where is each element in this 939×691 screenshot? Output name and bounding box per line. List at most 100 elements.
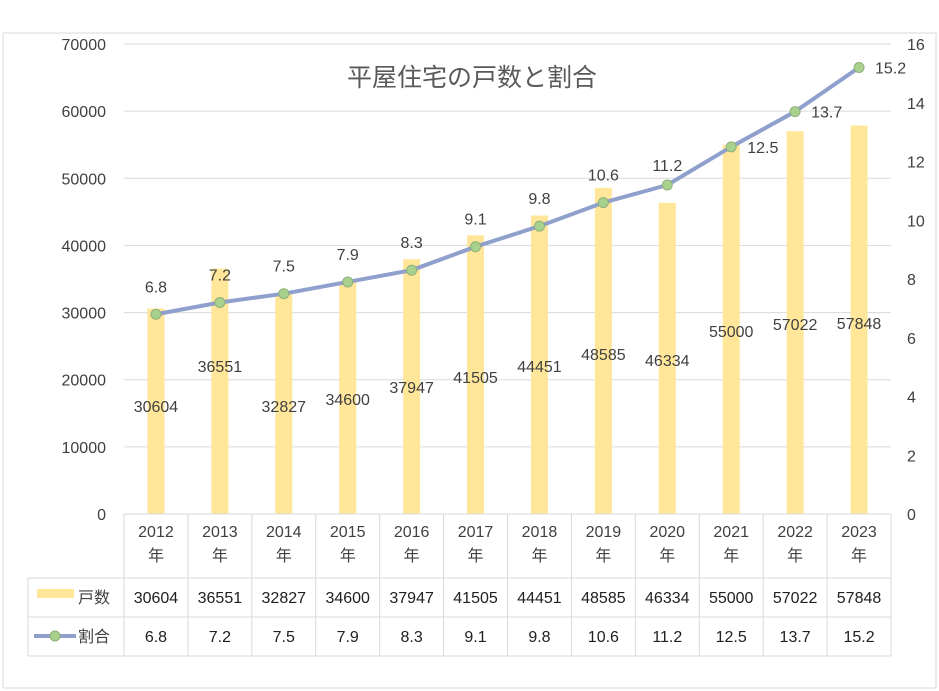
category-unit-label: 年 xyxy=(212,547,228,565)
bar-value-label: 57848 xyxy=(837,316,882,333)
table-count-cell: 57848 xyxy=(837,590,882,607)
line-value-label: 7.2 xyxy=(209,268,231,285)
line-value-label: 7.9 xyxy=(337,247,359,264)
line-value-label: 11.2 xyxy=(652,158,682,175)
bar xyxy=(850,125,868,514)
legend-line-marker xyxy=(49,630,61,642)
line-series xyxy=(150,62,865,320)
bar xyxy=(786,131,804,514)
table-ratio-cell: 12.5 xyxy=(716,629,747,646)
bar-value-label: 55000 xyxy=(709,324,754,341)
category-unit-label: 年 xyxy=(659,547,675,565)
bar xyxy=(722,144,740,514)
y-right-tick-label: 0 xyxy=(907,507,916,524)
y-right-tick-label: 2 xyxy=(907,448,916,465)
table-count-cell: 41505 xyxy=(453,590,498,607)
table-count-cell: 44451 xyxy=(517,590,562,607)
category-year-label: 2019 xyxy=(586,524,622,541)
category-year-label: 2020 xyxy=(649,524,685,541)
bar xyxy=(530,215,548,515)
bar-value-label: 30604 xyxy=(134,399,179,416)
bar-value-label: 34600 xyxy=(325,392,370,409)
line-point xyxy=(533,220,545,232)
bar-value-label: 48585 xyxy=(581,347,626,364)
line-point xyxy=(597,197,609,209)
table-ratio-cell: 7.2 xyxy=(209,629,231,646)
line-value-label: 7.5 xyxy=(273,259,295,276)
table-count-cell: 48585 xyxy=(581,590,626,607)
bar xyxy=(594,187,612,514)
data-labels: 30604 36551 32827 34600 37947 41505 44451 48585… xyxy=(134,61,907,417)
bar-value-label: 57022 xyxy=(773,317,818,334)
bar xyxy=(403,259,421,514)
y-right-tick-label: 10 xyxy=(907,213,925,230)
category-unit-label: 年 xyxy=(148,547,164,565)
category-unit-label: 年 xyxy=(276,547,292,565)
y-left-tick-label: 50000 xyxy=(62,171,107,188)
line-point xyxy=(470,241,482,253)
table-count-cell: 57022 xyxy=(773,590,818,607)
y-left-tick-label: 70000 xyxy=(62,37,107,54)
line-point xyxy=(661,179,673,191)
line-value-label: 9.8 xyxy=(528,191,550,208)
table-count-cell: 55000 xyxy=(709,590,754,607)
table-ratio-cell: 7.9 xyxy=(337,629,359,646)
bar xyxy=(467,235,485,514)
table-ratio-cell: 6.8 xyxy=(145,629,167,646)
table-count-cell: 36551 xyxy=(198,590,243,607)
table-ratio-cell: 11.2 xyxy=(652,629,682,646)
table-ratio-cell: 9.8 xyxy=(528,629,550,646)
legend-bar-swatch xyxy=(37,589,74,598)
bar-value-label: 32827 xyxy=(262,399,307,416)
y-left-tick-label: 40000 xyxy=(62,238,107,255)
line-point xyxy=(406,264,418,276)
y-right-tick-label: 16 xyxy=(907,37,925,54)
line-point xyxy=(278,288,290,300)
table-ratio-cell: 10.6 xyxy=(588,629,619,646)
line-value-label: 13.7 xyxy=(811,105,842,122)
line-point xyxy=(342,276,354,288)
category-year-label: 2022 xyxy=(777,524,813,541)
bar-value-label: 37947 xyxy=(389,380,434,397)
line-value-label: 12.5 xyxy=(747,140,778,157)
category-year-label: 2018 xyxy=(522,524,558,541)
category-unit-label: 年 xyxy=(787,547,803,565)
category-year-label: 2012 xyxy=(138,524,174,541)
bar xyxy=(147,308,165,514)
y-right-tick-label: 14 xyxy=(907,96,925,113)
line-value-label: 15.2 xyxy=(875,61,906,78)
table-count-cell: 30604 xyxy=(134,590,179,607)
line-value-label: 9.1 xyxy=(464,212,486,229)
line-point xyxy=(725,141,737,153)
bar-value-label: 44451 xyxy=(517,359,562,376)
bar xyxy=(275,293,293,514)
category-year-label: 2021 xyxy=(713,524,749,541)
table-ratio-cell: 13.7 xyxy=(780,629,811,646)
category-year-label: 2023 xyxy=(841,524,877,541)
y-left-tick-label: 10000 xyxy=(62,440,107,457)
bar-value-label: 41505 xyxy=(453,370,498,387)
table-count-cell: 34600 xyxy=(325,590,370,607)
category-year-label: 2013 xyxy=(202,524,238,541)
category-unit-label: 年 xyxy=(404,547,420,565)
data-table: 2012 年 2013 年 2014 年 2015 年 2016 年 2017 年 2018 年 2019 年… xyxy=(27,513,892,657)
y-left-tick-label: 0 xyxy=(97,507,106,524)
bar-series xyxy=(147,125,868,515)
category-year-label: 2016 xyxy=(394,524,430,541)
y-left-tick-label: 60000 xyxy=(62,104,107,121)
y-left-tick-label: 20000 xyxy=(62,373,107,390)
line-path xyxy=(155,65,861,317)
category-unit-label: 年 xyxy=(468,547,484,565)
bar-value-label: 36551 xyxy=(198,359,243,376)
table-ratio-cell: 15.2 xyxy=(843,629,874,646)
category-year-label: 2015 xyxy=(330,524,366,541)
line-point xyxy=(214,297,226,308)
category-year-label: 2014 xyxy=(266,524,302,541)
line-point xyxy=(789,106,801,118)
legend-count-label: 戸数 xyxy=(78,588,110,607)
chart-border xyxy=(2,32,937,689)
line-value-label: 6.8 xyxy=(145,279,167,296)
y-right-tick-label: 6 xyxy=(907,331,916,348)
y-right-tick-label: 4 xyxy=(907,390,916,407)
